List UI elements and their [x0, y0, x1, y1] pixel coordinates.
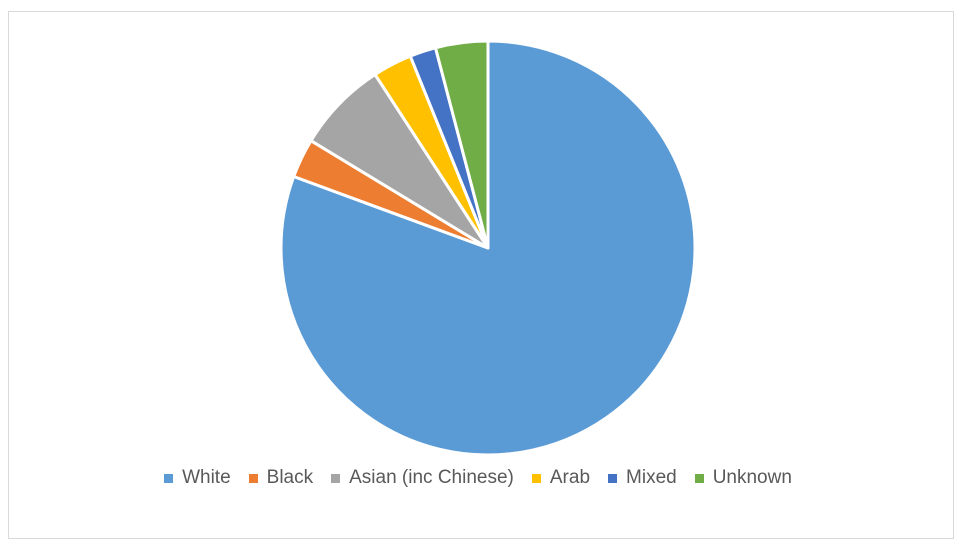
- legend-label: White: [182, 467, 231, 488]
- chart-legend: White Black Asian (inc Chinese) Arab Mixed Un…: [0, 467, 956, 489]
- legend-item: White: [164, 467, 231, 489]
- legend-swatch: [531, 473, 541, 483]
- legend-swatch: [331, 473, 341, 483]
- pie-slice-white: [279, 39, 697, 457]
- legend-label: Asian (inc Chinese): [349, 467, 514, 488]
- legend-label: Unknown: [712, 467, 792, 488]
- legend-swatch: [694, 473, 704, 483]
- legend-label: Black: [266, 467, 314, 488]
- legend-swatch: [608, 473, 618, 483]
- legend-label: Arab: [549, 467, 591, 488]
- pie-slice-unknown: [433, 39, 490, 250]
- legend-item: Unknown: [694, 467, 792, 489]
- legend-item: Mixed: [608, 467, 677, 489]
- legend-swatch: [248, 473, 258, 483]
- legend-label: Mixed: [626, 467, 677, 488]
- legend-swatch: [164, 473, 174, 483]
- legend-item: Arab: [531, 467, 591, 489]
- legend-item: Black: [248, 467, 314, 489]
- legend-item: Asian (inc Chinese): [331, 467, 514, 489]
